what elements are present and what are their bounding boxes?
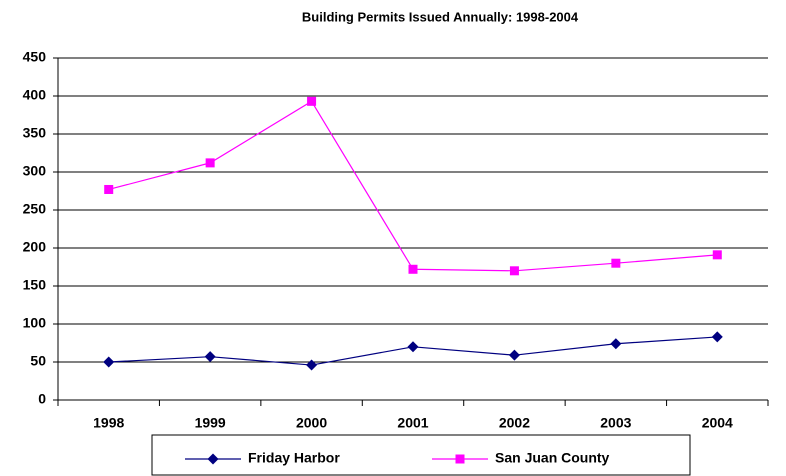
data-point bbox=[508, 349, 520, 361]
data-point bbox=[711, 331, 723, 343]
y-tick-label: 300 bbox=[23, 163, 47, 179]
x-tick-label: 2000 bbox=[296, 415, 327, 431]
x-tick-label: 2001 bbox=[397, 415, 428, 431]
data-point bbox=[712, 250, 722, 260]
y-tick-label: 200 bbox=[23, 239, 47, 255]
y-tick-label: 0 bbox=[38, 391, 46, 407]
legend-box bbox=[151, 434, 691, 476]
chart-title: Building Permits Issued Annually: 1998-2… bbox=[302, 9, 579, 24]
data-point bbox=[306, 359, 318, 371]
y-tick-label: 150 bbox=[23, 277, 47, 293]
data-point bbox=[611, 258, 621, 268]
legend-marker bbox=[207, 453, 219, 465]
x-tick-label: 1999 bbox=[195, 415, 226, 431]
data-point bbox=[104, 184, 114, 194]
data-point bbox=[407, 341, 419, 353]
y-tick-label: 400 bbox=[23, 87, 47, 103]
x-tick-label: 2003 bbox=[600, 415, 631, 431]
data-point bbox=[103, 356, 115, 368]
x-tick-label: 2004 bbox=[702, 415, 733, 431]
legend-label: San Juan County bbox=[495, 450, 610, 466]
data-point bbox=[610, 338, 622, 350]
x-tick-label: 1998 bbox=[93, 415, 124, 431]
y-tick-label: 350 bbox=[23, 125, 47, 141]
x-tick-label: 2002 bbox=[499, 415, 530, 431]
y-tick-label: 250 bbox=[23, 201, 47, 217]
series-line bbox=[108, 100, 718, 272]
data-point bbox=[307, 96, 317, 106]
data-point bbox=[509, 266, 519, 276]
y-tick-label: 100 bbox=[23, 315, 47, 331]
data-point bbox=[205, 158, 215, 168]
legend-label: Friday Harbor bbox=[248, 450, 340, 466]
y-tick-label: 50 bbox=[30, 353, 46, 369]
data-point bbox=[408, 264, 418, 274]
y-tick-label: 450 bbox=[23, 49, 47, 65]
data-point bbox=[204, 351, 216, 363]
legend-marker bbox=[455, 454, 465, 464]
